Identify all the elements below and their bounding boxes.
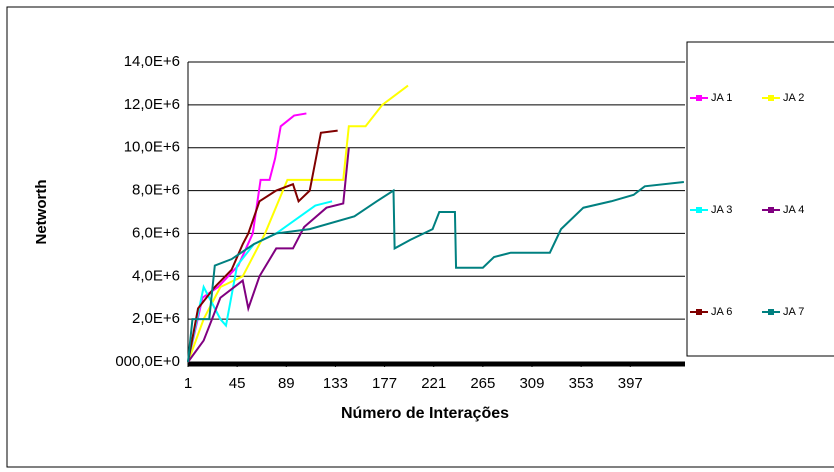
x-tick-label: 133 — [323, 375, 348, 392]
legend-marker — [696, 95, 702, 101]
x-tick-label: 309 — [519, 375, 544, 392]
y-tick-label: 6,0E+6 — [132, 224, 180, 241]
x-tick-label: 45 — [229, 375, 246, 392]
x-axis-title: Número de Interações — [341, 405, 509, 422]
y-tick-label: 000,0E+0 — [115, 353, 180, 370]
x-tick-label: 89 — [278, 375, 295, 392]
x-tick-label: 177 — [372, 375, 397, 392]
series-line — [187, 84, 409, 363]
legend-box — [686, 41, 834, 357]
x-tick-label: 221 — [421, 375, 446, 392]
legend-marker — [768, 309, 774, 315]
x-tick-label: 353 — [569, 375, 594, 392]
legend-label: JA 7 — [783, 306, 804, 318]
legend-label: JA 4 — [783, 204, 804, 216]
legend-label: JA 1 — [711, 92, 732, 104]
y-axis-title: Networth — [33, 180, 50, 245]
legend-marker — [696, 207, 702, 213]
x-tick-label: 265 — [470, 375, 495, 392]
y-tick-label: 12,0E+6 — [124, 96, 180, 113]
legend-label: JA 3 — [711, 204, 732, 216]
x-tick-label: 1 — [184, 375, 192, 392]
y-tick-label: 2,0E+6 — [132, 310, 180, 327]
legend-marker — [768, 207, 774, 213]
legend-label: JA 2 — [783, 92, 804, 104]
legend-marker — [696, 309, 702, 315]
x-tick-label: 397 — [618, 375, 643, 392]
legend-label: JA 6 — [711, 306, 732, 318]
legend-marker — [768, 95, 774, 101]
y-tick-label: 14,0E+6 — [124, 53, 180, 70]
y-tick-label: 8,0E+6 — [132, 182, 180, 199]
series-line — [187, 147, 350, 363]
y-tick-label: 4,0E+6 — [132, 267, 180, 284]
series-line — [187, 129, 338, 363]
series-line — [187, 200, 333, 363]
series-line — [187, 181, 684, 363]
y-tick-label: 10,0E+6 — [124, 139, 180, 156]
